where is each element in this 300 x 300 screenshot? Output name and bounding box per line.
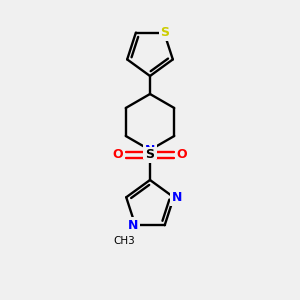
Text: CH3: CH3 (114, 236, 136, 246)
Text: O: O (177, 148, 187, 161)
Text: N: N (145, 145, 155, 158)
Text: S: S (146, 148, 154, 161)
Text: O: O (113, 148, 123, 161)
Text: S: S (160, 26, 169, 39)
Text: N: N (128, 219, 139, 232)
Text: N: N (172, 191, 182, 204)
